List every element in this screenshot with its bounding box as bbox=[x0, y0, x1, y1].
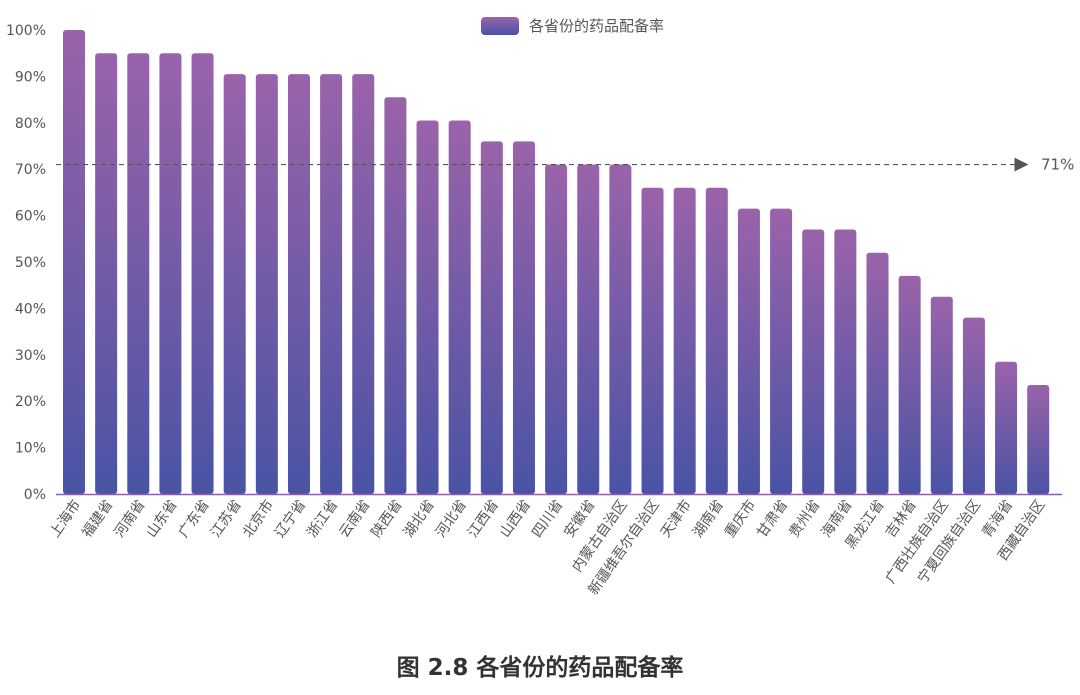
x-tick-label: 辽宁省 bbox=[271, 497, 309, 541]
bar bbox=[866, 252, 889, 494]
y-tick-label: 80% bbox=[15, 116, 46, 132]
bar-chart: 各省份的药品配备率 0% 10% 20% 30% 40% 50% 60% 70% 80% 90% 1… bbox=[6, 17, 1074, 598]
x-tick-label: 福建省 bbox=[79, 497, 116, 541]
bar bbox=[191, 53, 214, 494]
x-tick-label: 山西省 bbox=[497, 497, 534, 541]
y-tick-label: 50% bbox=[15, 255, 46, 271]
legend: 各省份的药品配备率 bbox=[481, 17, 664, 35]
bar bbox=[834, 229, 857, 494]
bar bbox=[770, 208, 793, 494]
x-tick-label: 北京市 bbox=[239, 497, 277, 541]
y-tick-label: 0% bbox=[24, 487, 46, 503]
legend-label: 各省份的药品配备率 bbox=[529, 17, 664, 35]
bar bbox=[641, 187, 664, 494]
x-tick-label: 甘肃省 bbox=[754, 497, 791, 541]
x-tick-label: 山东省 bbox=[143, 497, 180, 541]
bar bbox=[287, 74, 310, 494]
figure-caption: 图 2.8 各省份的药品配备率 bbox=[396, 655, 684, 681]
bar bbox=[480, 141, 503, 495]
bar bbox=[930, 296, 953, 494]
y-tick-label: 60% bbox=[15, 209, 46, 225]
bar bbox=[1027, 384, 1050, 494]
bar bbox=[255, 74, 278, 494]
bar bbox=[577, 164, 600, 494]
y-tick-label: 100% bbox=[6, 23, 46, 39]
bar bbox=[609, 164, 632, 494]
x-tick-label: 四川省 bbox=[529, 497, 566, 541]
x-tick-label: 天津市 bbox=[657, 497, 695, 541]
x-axis-labels: 上海市福建省河南省山东省广东省江苏省北京市辽宁省浙江省云南省陕西省湖北省河北省江… bbox=[46, 497, 1048, 598]
bar bbox=[127, 53, 150, 494]
bar bbox=[737, 208, 760, 494]
bar bbox=[705, 187, 728, 494]
y-tick-label: 90% bbox=[15, 69, 46, 85]
y-tick-label: 20% bbox=[15, 394, 46, 410]
x-tick-label: 陕西省 bbox=[368, 497, 405, 541]
x-tick-label: 上海市 bbox=[46, 497, 84, 541]
bar bbox=[512, 141, 535, 495]
x-tick-label: 湖北省 bbox=[401, 497, 438, 541]
bar bbox=[95, 53, 118, 494]
bar bbox=[384, 97, 407, 494]
y-tick-label: 70% bbox=[15, 162, 46, 178]
legend-swatch bbox=[481, 17, 519, 35]
y-axis: 0% 10% 20% 30% 40% 50% 60% 70% 80% 90% 100% bbox=[6, 23, 46, 503]
x-tick-label: 江苏省 bbox=[208, 497, 245, 541]
reference-line-group: 71% bbox=[56, 156, 1074, 174]
x-tick-label: 广东省 bbox=[176, 497, 213, 541]
x-tick-label: 重庆市 bbox=[721, 497, 759, 541]
bar bbox=[159, 53, 182, 494]
bar bbox=[416, 120, 439, 494]
y-tick-label: 40% bbox=[15, 301, 46, 317]
bar bbox=[320, 74, 343, 494]
bar bbox=[223, 74, 246, 494]
bar-series bbox=[63, 30, 1050, 495]
x-tick-label: 湖南省 bbox=[690, 497, 727, 541]
bar bbox=[962, 317, 985, 494]
x-tick-label: 河北省 bbox=[433, 497, 470, 541]
bar bbox=[448, 120, 471, 494]
bar bbox=[63, 30, 85, 494]
bar bbox=[898, 275, 921, 494]
bar bbox=[673, 187, 696, 494]
x-tick-label: 云南省 bbox=[336, 497, 373, 541]
bar bbox=[995, 361, 1018, 494]
bar bbox=[545, 164, 568, 494]
x-tick-label: 河南省 bbox=[111, 497, 148, 541]
reference-line-label: 71% bbox=[1041, 156, 1074, 174]
x-tick-label: 贵州省 bbox=[786, 497, 823, 541]
bar bbox=[802, 229, 825, 494]
y-tick-label: 10% bbox=[15, 441, 46, 457]
y-tick-label: 30% bbox=[15, 348, 46, 364]
x-tick-label: 浙江省 bbox=[304, 497, 341, 541]
x-tick-label: 江西省 bbox=[465, 497, 502, 541]
bar bbox=[352, 74, 375, 494]
